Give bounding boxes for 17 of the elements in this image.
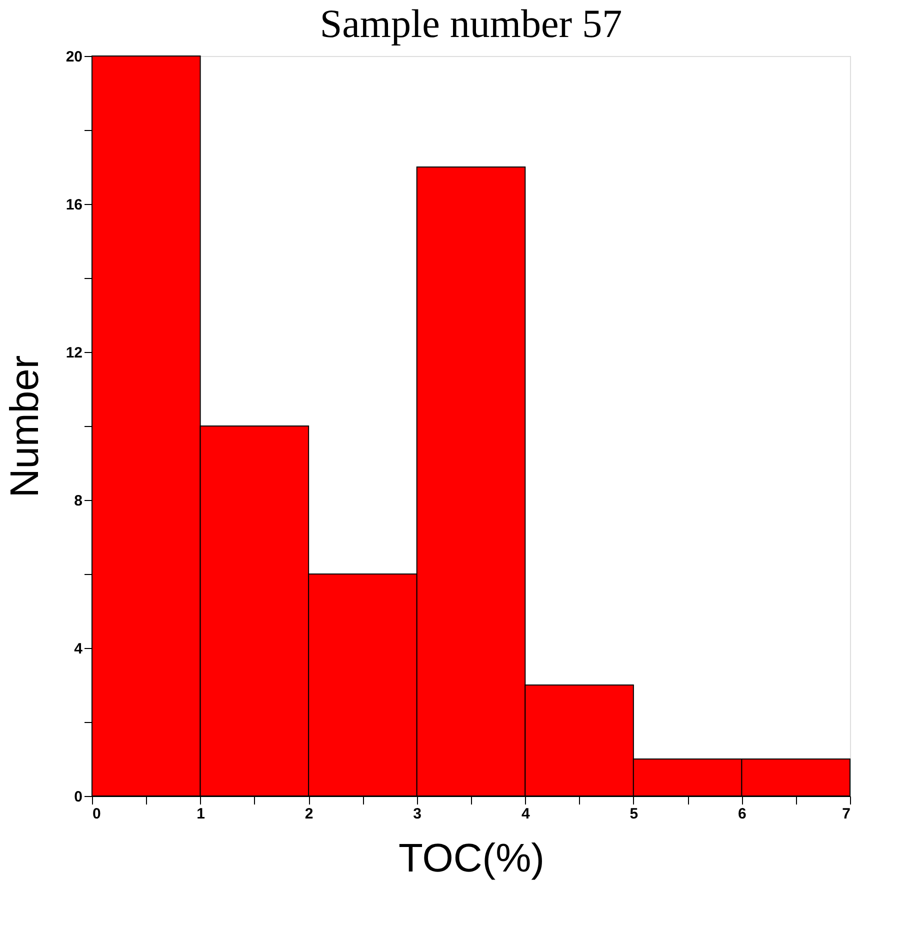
x-tick-label: 1 [196, 806, 205, 822]
x-tick-label: 0 [92, 806, 101, 822]
y-tick-label: 0 [74, 788, 82, 806]
x-tick-label: 2 [304, 806, 314, 822]
chart-title: Sample number 57 [320, 1, 622, 46]
x-axis-title: TOC(%) [398, 836, 544, 880]
y-axis-title: Number [2, 355, 47, 498]
y-tick-label: 20 [66, 48, 82, 66]
x-tick-label: 7 [842, 806, 850, 822]
y-tick-label: 16 [66, 196, 82, 214]
x-tick-label: 4 [521, 806, 530, 822]
y-tick-label: 12 [66, 344, 82, 362]
x-tick-label: 5 [630, 806, 638, 822]
y-tick-label: 8 [74, 492, 82, 510]
x-tick-label: 6 [738, 806, 746, 822]
x-tick-label: 3 [413, 806, 422, 822]
y-tick-label: 4 [74, 640, 84, 658]
